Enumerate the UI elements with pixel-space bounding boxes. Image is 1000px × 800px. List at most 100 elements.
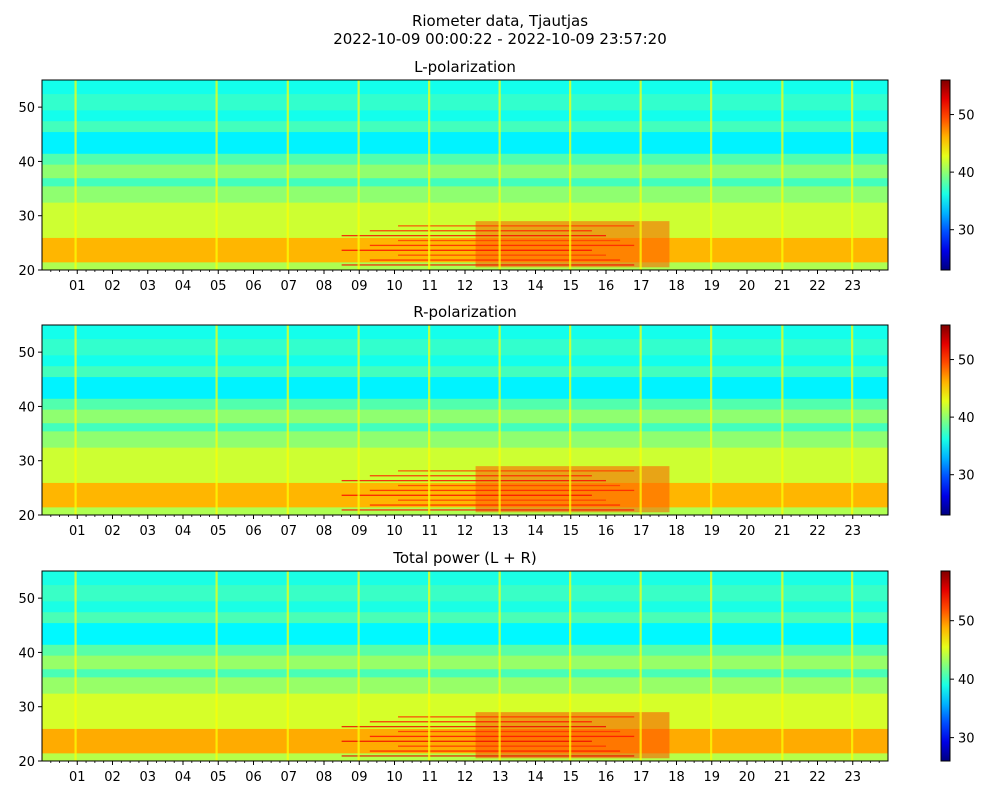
heatmap-panel-1: L-polarization 20 30 40 50 01 02 03 04 05 06 07 08 09… (18, 58, 974, 294)
x-tick-label: 17 (633, 770, 650, 785)
figure-title: Riometer data, Tjautjas (411, 12, 589, 30)
x-tick-label: 22 (809, 279, 826, 294)
heatmap-band-12 (42, 571, 888, 586)
spike-line (74, 325, 77, 515)
spike-line (639, 80, 642, 270)
spike-line (215, 571, 218, 761)
x-tick-label: 06 (245, 770, 262, 785)
x-tick-label: 02 (104, 279, 121, 294)
x-tick-label: 15 (562, 524, 579, 539)
x-tick-label: 19 (703, 770, 720, 785)
colorbar: 30 40 50 (940, 79, 975, 271)
x-tick-label: 10 (386, 524, 403, 539)
spike-line (851, 571, 854, 761)
enhancement-streak (341, 249, 592, 251)
heatmap-band-10 (42, 109, 888, 122)
heatmap-cells (42, 80, 888, 270)
heatmap-band-8 (42, 131, 888, 154)
spike-line (498, 571, 501, 761)
x-tick-label: 18 (668, 770, 685, 785)
colorbar-gradient (940, 79, 951, 271)
enhancement-streak (341, 740, 592, 742)
enhancement-streak (369, 230, 592, 232)
x-tick-label: 14 (527, 524, 544, 539)
x-tick-label: 04 (175, 770, 192, 785)
x-tick-label: 14 (527, 279, 544, 294)
x-tick-label: 02 (104, 770, 121, 785)
x-tick-label: 01 (69, 524, 86, 539)
x-tick-label: 07 (280, 524, 297, 539)
colorbar-tick-label: 30 (958, 732, 975, 747)
y-tick-label: 20 (18, 755, 35, 770)
heatmap-band-9 (42, 120, 888, 133)
heatmap-band-4 (42, 676, 888, 694)
colorbar-gradient (940, 324, 951, 516)
enhancement-streak (369, 259, 621, 261)
spike-line (357, 325, 360, 515)
x-tick-label: 22 (809, 524, 826, 539)
x-tick-label: 18 (668, 279, 685, 294)
x-tick-label: 07 (280, 770, 297, 785)
heatmap-band-8 (42, 376, 888, 399)
x-tick-label: 16 (598, 524, 615, 539)
x-tick-label: 01 (69, 770, 86, 785)
heatmap-band-6 (42, 164, 888, 179)
y-tick-label: 40 (18, 400, 35, 415)
enhancement-streak (369, 475, 592, 477)
y-tick-label: 50 (18, 592, 35, 607)
heatmap-band-12 (42, 325, 888, 340)
heatmap-band-11 (42, 338, 888, 356)
y-tick-label: 30 (18, 701, 35, 716)
x-tick-label: 08 (316, 524, 333, 539)
enhancement-streak (398, 730, 621, 733)
x-tick-label: 14 (527, 770, 544, 785)
heatmap-band-10 (42, 600, 888, 613)
heatmap-band-7 (42, 644, 888, 656)
x-tick-label: 15 (562, 279, 579, 294)
spike-line (286, 571, 289, 761)
x-tick-label: 13 (492, 279, 509, 294)
spike-line (74, 80, 77, 270)
heatmap-band-9 (42, 611, 888, 624)
heatmap-band-8 (42, 622, 888, 645)
enhancement-streak (398, 239, 621, 242)
enhancement-streak (398, 745, 606, 747)
spike-line (781, 80, 784, 270)
heatmap-band-3 (42, 202, 888, 238)
enhancement-streak (369, 750, 621, 752)
heatmap-band-4 (42, 185, 888, 203)
spike-line (215, 80, 218, 270)
heatmap-band-1 (42, 261, 888, 270)
enhancement-streak (369, 721, 592, 723)
x-tick-label: 03 (139, 279, 156, 294)
enhancement-streak (341, 264, 635, 266)
heatmap-band-10 (42, 354, 888, 367)
x-tick-label: 05 (210, 279, 227, 294)
heatmap-band-1 (42, 752, 888, 761)
spike-line (357, 571, 360, 761)
heatmap-band-5 (42, 668, 888, 678)
x-tick-label: 08 (316, 770, 333, 785)
x-tick-label: 06 (245, 279, 262, 294)
x-tick-label: 15 (562, 770, 579, 785)
spike-line (710, 325, 713, 515)
colorbar-tick-label: 50 (958, 615, 975, 630)
x-tick-label: 20 (739, 770, 756, 785)
x-tick-label: 23 (844, 279, 861, 294)
x-tick-label: 05 (210, 770, 227, 785)
spike-line (781, 571, 784, 761)
spike-line (781, 325, 784, 515)
x-tick-label: 12 (457, 279, 474, 294)
enhancement-streak (398, 716, 635, 718)
x-tick-label: 16 (598, 279, 615, 294)
colorbar-tick-label: 30 (958, 469, 975, 484)
spike-line (851, 80, 854, 270)
x-tick-label: 16 (598, 770, 615, 785)
y-tick-label: 30 (18, 455, 35, 470)
x-tick-label: 21 (774, 279, 791, 294)
heatmap-band-7 (42, 153, 888, 165)
heatmap-panel-3: Total power (L + R) 20 30 40 50 01 02 03 04 05 06 0… (18, 549, 974, 785)
panel-title: R-polarization (413, 303, 516, 321)
spike-line (286, 80, 289, 270)
enhancement-streak (398, 254, 606, 256)
